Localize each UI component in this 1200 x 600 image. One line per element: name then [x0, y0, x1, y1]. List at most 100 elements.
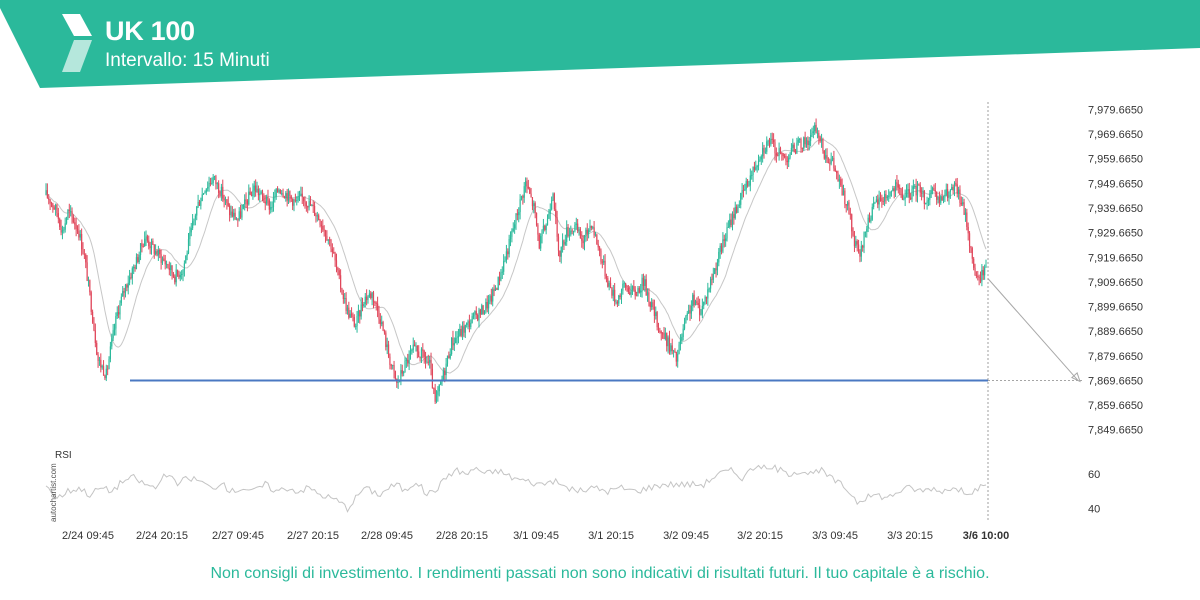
candle	[914, 184, 916, 189]
x-tick-label: 3/3 20:15	[887, 530, 933, 542]
candle	[938, 191, 941, 207]
candle	[941, 189, 943, 201]
candle	[301, 186, 303, 204]
candle	[919, 182, 921, 197]
candle	[238, 207, 240, 222]
candle	[896, 174, 898, 191]
y-tick-label: 7,969.6650	[1088, 129, 1143, 141]
candle	[925, 202, 927, 205]
candle	[955, 178, 957, 187]
candle	[523, 182, 525, 203]
candle	[472, 312, 475, 320]
candle	[662, 332, 664, 339]
candle	[233, 208, 235, 221]
candle	[279, 189, 281, 195]
candle	[646, 288, 649, 302]
candle	[975, 271, 978, 279]
candle	[46, 183, 48, 199]
candle	[394, 370, 397, 381]
candle	[704, 295, 706, 305]
candle	[456, 331, 458, 345]
candle	[609, 277, 612, 289]
candle	[161, 256, 164, 265]
candle	[878, 190, 880, 211]
candle	[74, 217, 76, 230]
candle	[620, 288, 623, 304]
candle	[808, 137, 810, 151]
candle	[857, 239, 860, 254]
candle	[967, 222, 969, 241]
candle	[424, 351, 427, 369]
candle	[128, 269, 131, 286]
rsi-axis-ticks: 60 40	[1088, 469, 1100, 515]
candle	[519, 194, 521, 220]
candle	[753, 161, 756, 173]
candle	[124, 283, 127, 298]
candle	[653, 299, 655, 323]
candle	[414, 340, 416, 347]
candle	[619, 293, 621, 300]
candle	[304, 196, 306, 209]
x-tick-label: 2/24 20:15	[136, 530, 188, 542]
candle	[649, 301, 651, 312]
candle	[65, 216, 68, 225]
y-tick-label: 7,889.6650	[1088, 326, 1143, 338]
candle	[433, 387, 435, 395]
candle	[111, 333, 113, 350]
candle	[449, 348, 451, 360]
candle	[275, 188, 277, 200]
candle	[218, 180, 220, 199]
candle	[57, 207, 59, 224]
candle	[357, 304, 360, 323]
candle	[364, 293, 366, 308]
candle	[70, 205, 72, 217]
candle	[827, 157, 830, 164]
candle	[83, 249, 85, 260]
y-tick-label: 7,909.6650	[1088, 277, 1143, 289]
candle	[579, 227, 582, 239]
candle	[838, 174, 840, 189]
candle	[638, 286, 640, 294]
candle	[781, 151, 783, 161]
candle	[219, 190, 221, 198]
candle	[263, 193, 265, 204]
candle	[786, 156, 788, 170]
candle	[719, 243, 721, 259]
candle	[82, 242, 84, 255]
candle	[293, 198, 295, 212]
candle	[107, 365, 109, 376]
candle	[807, 136, 809, 151]
candle	[911, 185, 913, 203]
y-tick-label: 7,929.6650	[1088, 228, 1143, 240]
candle	[278, 188, 280, 194]
candle	[892, 185, 894, 192]
x-tick-label: 3/1 09:45	[513, 530, 559, 542]
candle	[841, 178, 843, 196]
candle	[250, 191, 253, 197]
candle	[548, 209, 550, 220]
candle	[640, 283, 642, 298]
candle	[356, 311, 358, 333]
candle	[253, 180, 255, 198]
candle	[48, 194, 50, 205]
candle	[696, 297, 698, 306]
candle	[655, 306, 657, 320]
candle	[703, 301, 705, 310]
candle	[645, 274, 647, 296]
candle	[849, 207, 851, 220]
candle	[272, 191, 275, 212]
candle	[287, 188, 290, 204]
candle	[467, 319, 469, 330]
candle	[479, 308, 481, 318]
candle	[855, 235, 857, 248]
candle	[468, 314, 471, 333]
candle	[392, 364, 394, 370]
candle	[598, 245, 601, 257]
candle	[578, 226, 580, 236]
candle	[416, 345, 418, 359]
candle	[207, 181, 209, 192]
candle	[812, 125, 814, 139]
candle	[683, 317, 686, 331]
candle	[873, 196, 875, 210]
candle	[711, 273, 713, 286]
